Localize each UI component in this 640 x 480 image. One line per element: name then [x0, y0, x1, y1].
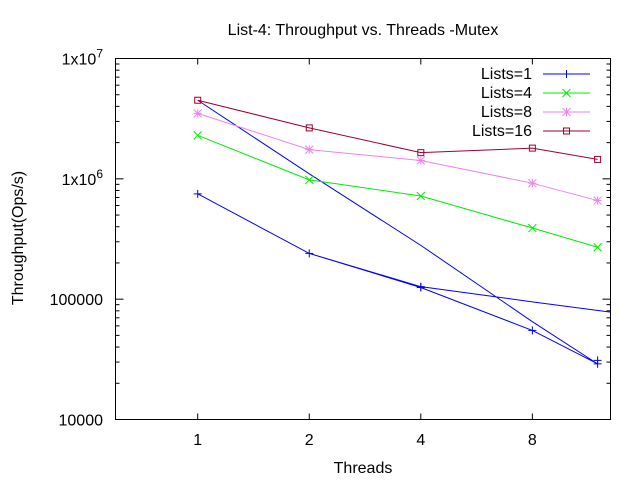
legend-marker: [562, 88, 571, 98]
series-line-0: [197, 99, 611, 365]
y-tick-label-base: 10000: [59, 413, 104, 430]
series-3-point: [305, 124, 313, 132]
y-tick-label-base: 1x10: [62, 52, 97, 69]
x-axis-label: Threads: [334, 460, 393, 477]
series-2-point: [416, 156, 426, 165]
series-1-point: [416, 191, 426, 201]
plot-frame: [115, 58, 611, 420]
y-tick-label: 10000: [59, 413, 104, 430]
legend-marker: [562, 70, 571, 78]
series-3-point: [528, 144, 536, 152]
legend-label: Lists=1: [481, 66, 532, 83]
series-2-point: [193, 109, 203, 118]
y-tick-label: 1x107: [62, 47, 104, 69]
plot-area: [193, 96, 611, 368]
series-line-2: [197, 112, 598, 202]
x-tick-label: 2: [305, 432, 314, 449]
y-tick-label-base: 100000: [50, 292, 103, 309]
series-1-point: [593, 242, 602, 252]
x-tick-label: 8: [528, 432, 537, 449]
y-tick-label-base: 1x10: [62, 172, 97, 189]
y-tick-label: 100000: [50, 292, 103, 309]
series-1-point: [193, 130, 203, 140]
series-3-point: [594, 155, 602, 163]
series-3-point: [417, 149, 425, 157]
legend-label: Lists=16: [472, 123, 532, 140]
series-2-point: [304, 145, 314, 154]
series-1-point: [528, 223, 537, 233]
legend-marker: [563, 127, 570, 135]
series-2-point: [593, 196, 602, 205]
series-1-point: [304, 175, 314, 185]
y-tick-label-exponent: 6: [96, 167, 103, 181]
legend-label: Lists=4: [481, 85, 532, 102]
series-line-3: [197, 99, 598, 160]
x-tick-label: 4: [416, 432, 425, 449]
legend: Lists=1 Lists=4 Lists=8 Lists=16: [472, 66, 590, 140]
y-axis-label: Throughput(Ops/s): [10, 171, 27, 305]
y-tick-label-exponent: 7: [96, 47, 103, 61]
series-2-point: [528, 178, 537, 188]
legend-marker: [562, 107, 571, 117]
y-tick-label: 1x106: [62, 167, 104, 189]
chart-title: List-4: Throughput vs. Threads -Mutex: [228, 22, 499, 39]
series-0-point: [193, 189, 202, 198]
series-3-point: [194, 96, 202, 104]
x-tick-label: 1: [193, 432, 202, 449]
series-0-point: [416, 283, 425, 292]
legend-label: Lists=8: [481, 104, 532, 121]
series-0-point: [528, 326, 537, 335]
series-0-point: [305, 249, 314, 258]
series-0-point: [593, 359, 602, 368]
